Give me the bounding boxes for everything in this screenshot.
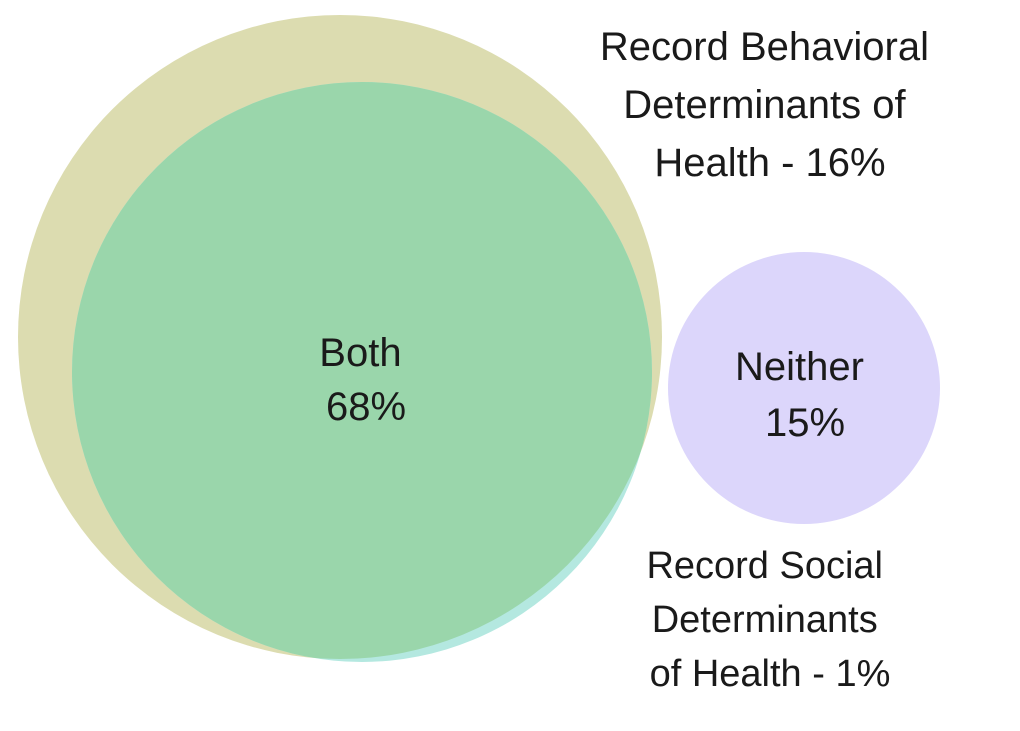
neither-circle (668, 252, 940, 524)
neither-label: Neither 15% (735, 345, 875, 445)
neither-label-line: Neither (735, 345, 864, 389)
social-label-line: Record Social (646, 545, 883, 587)
social-label: Record Social Determinants of Health - 1… (646, 545, 893, 695)
behavioral-label-line: Health - 16% (654, 141, 885, 185)
overlap-label: Both 68% (319, 331, 412, 429)
overlap-region (72, 82, 652, 659)
behavioral-label-line: Determinants of (623, 83, 906, 127)
overlap-label-line: 68% (326, 385, 406, 429)
overlap-label-line: Both (319, 331, 401, 375)
neither-label-line: 15% (765, 401, 845, 445)
social-label-line: of Health - 1% (650, 653, 891, 695)
behavioral-label-line: Record Behavioral (600, 25, 929, 69)
social-label-line: Determinants (652, 599, 878, 641)
behavioral-label: Record Behavioral Determinants of Health… (600, 25, 940, 185)
